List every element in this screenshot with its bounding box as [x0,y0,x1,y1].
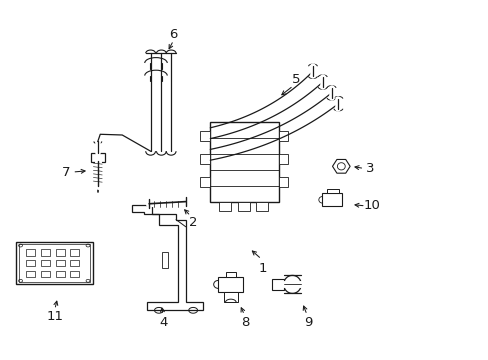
Bar [41,260,50,266]
Text: 3: 3 [366,162,374,175]
Text: 1: 1 [258,262,267,275]
Bar [70,271,79,277]
Bar [56,260,64,266]
Bar [70,260,79,266]
Bar [41,249,50,256]
Bar [210,122,278,202]
Bar [278,131,287,141]
Bar [41,271,50,277]
Bar [199,154,210,164]
Text: 9: 9 [303,316,312,329]
Bar [26,260,35,266]
Bar [278,154,287,164]
Bar [219,202,231,211]
Bar [162,252,168,268]
Bar [237,202,249,211]
Text: 7: 7 [61,166,70,179]
Bar [225,272,235,277]
Bar [16,242,93,284]
Polygon shape [332,159,349,173]
Bar [271,279,283,290]
Bar [91,153,104,162]
Text: 8: 8 [241,316,249,329]
Text: 2: 2 [188,216,197,229]
Text: 6: 6 [169,28,178,41]
Bar [19,244,90,282]
Text: 11: 11 [46,310,63,323]
Bar [256,202,268,211]
Bar [224,292,237,302]
Text: 10: 10 [363,199,379,212]
Bar [26,271,35,277]
Bar [26,249,35,256]
Text: 4: 4 [159,316,168,329]
Bar [199,177,210,187]
Bar [278,177,287,187]
Bar [56,271,64,277]
Bar [199,131,210,141]
Polygon shape [132,205,203,310]
Bar [326,189,339,193]
Bar [218,277,242,292]
Bar [70,249,79,256]
Bar [322,193,341,206]
Text: 5: 5 [291,73,300,86]
Bar [56,249,64,256]
